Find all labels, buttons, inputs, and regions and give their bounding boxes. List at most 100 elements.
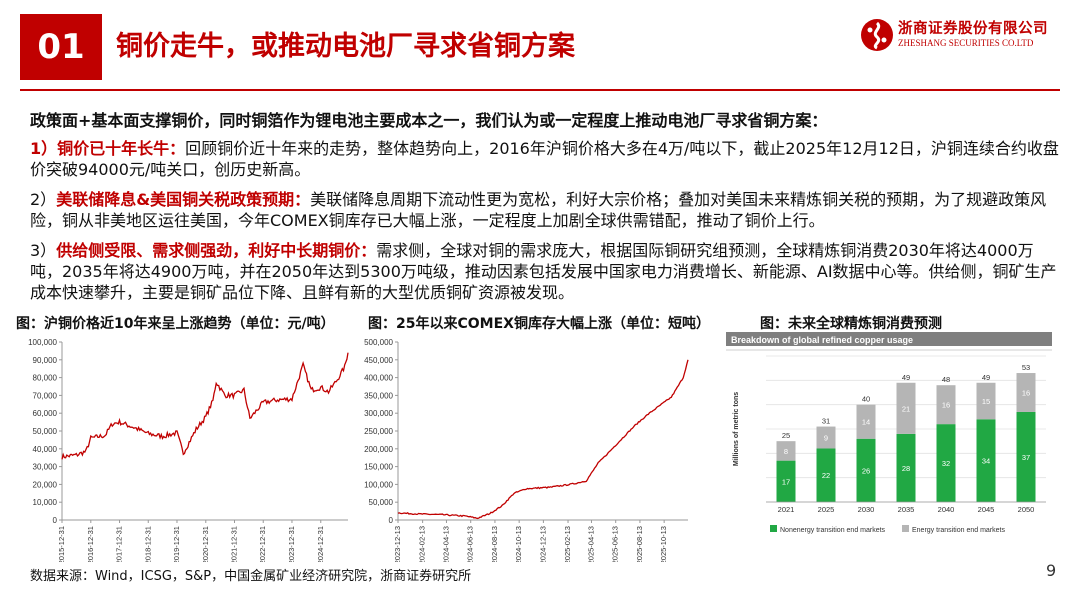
chart3-label-total: 31 xyxy=(822,417,830,426)
chart2-xtick-label: 2024-06-13 xyxy=(466,526,475,562)
chart3-label-nonenergy: 17 xyxy=(782,477,790,486)
chart1-ytick-label: 50,000 xyxy=(33,427,58,436)
chart1-xtick-label: 2016-12-31 xyxy=(86,526,95,562)
chart2-xtick-label: 2024-10-13 xyxy=(514,526,523,562)
chart3-legend-nonenergy: Nonenergy transition end markets xyxy=(780,527,886,534)
chart3-category-label: 2030 xyxy=(858,505,875,514)
logo-text-en: ZHESHANG SECURITIES CO.LTD xyxy=(898,38,1034,48)
global-copper-usage-chart: Breakdown of global refined copper usage… xyxy=(726,332,1052,534)
chart2-caption: 图：25年以来COMEX铜库存大幅上涨（单位：短吨） xyxy=(368,316,710,332)
chart2-xtick-label: 2025-06-13 xyxy=(611,526,620,562)
chart3-label-nonenergy: 37 xyxy=(1022,453,1030,462)
chart1-series-line xyxy=(61,352,349,460)
chart1-xtick-label: 2015-12-31 xyxy=(57,526,66,562)
chart3-bar-nonenergy xyxy=(856,438,876,502)
chart3-label-nonenergy: 26 xyxy=(862,466,870,475)
p3-prefix: 3） xyxy=(30,241,57,260)
chart3-bar-nonenergy xyxy=(896,433,916,502)
chart3-label-total: 48 xyxy=(942,375,950,384)
chart1-ytick-label: 80,000 xyxy=(33,374,58,383)
chart3-bar-energy xyxy=(776,441,796,461)
chart2-ytick-label: 150,000 xyxy=(364,463,393,472)
chart3-title-bar xyxy=(726,332,1052,346)
chart3-category-label: 2045 xyxy=(978,505,995,514)
chart2-ytick-label: 50,000 xyxy=(369,498,394,507)
chart3-bar-nonenergy xyxy=(816,448,836,502)
p3-text: 需求侧，全球对铜的需求庞大，根据国际铜研究组预测，全球精炼铜消费2030年将达4… xyxy=(30,241,1057,302)
comex-copper-inventory-chart: 0 50,000 100,000 150,000 200,000 250,000 300,0… xyxy=(364,338,689,562)
chart1-xtick-label: 2018-12-31 xyxy=(143,526,152,562)
chart1-xtick-label: 2020-12-31 xyxy=(201,526,210,562)
chart2-xtick-label: 2025-04-13 xyxy=(586,526,595,562)
chart2-xtick-label: 2024-08-13 xyxy=(490,526,499,562)
chart3-label-total: 49 xyxy=(902,373,910,382)
chart3-label-energy: 14 xyxy=(862,418,870,427)
chart3-label-total: 49 xyxy=(982,373,990,382)
chart3-label-nonenergy: 28 xyxy=(902,464,910,473)
chart3-bar-energy xyxy=(856,404,876,439)
chart1-ytick-label: 20,000 xyxy=(33,480,58,489)
chart1-ytick-label: 90,000 xyxy=(33,356,58,365)
chart3-label-total: 40 xyxy=(862,395,870,404)
zheshang-logo-icon xyxy=(861,19,893,51)
chart2-ytick-label: 500,000 xyxy=(364,338,393,347)
chart3-category-label: 2025 xyxy=(818,505,835,514)
p1-text: 回顾铜价近十年来的走势，整体趋势向上，2016年沪铜价格大多在4万/吨以下，截止… xyxy=(30,139,1059,179)
paragraph-3: 3）供给侧受限、需求侧强劲，利好中长期铜价：需求侧，全球对铜的需求庞大，根据国际… xyxy=(30,240,1060,303)
shfe-copper-price-chart: 0 10,000 20,000 30,000 40,000 50,000 60,000 70,… xyxy=(28,338,349,562)
chart1-xtick-label: 2021-12-31 xyxy=(230,526,239,562)
chart3-legend-energy: Energy transition end markets xyxy=(912,527,1005,534)
chart2-xtick-label: 2024-04-13 xyxy=(441,526,450,562)
chart1-xtick-label: 2017-12-31 xyxy=(115,526,124,562)
chart3-bar-energy xyxy=(976,382,996,420)
chart2-ytick-label: 350,000 xyxy=(364,391,393,400)
chart2-ytick-label: 100,000 xyxy=(364,480,393,489)
chart3-legend-swatch-nonenergy xyxy=(770,525,777,532)
chart3-label-energy: 16 xyxy=(942,401,950,410)
chart3-category-label: 2035 xyxy=(898,505,915,514)
chart3-caption: 图：未来全球精炼铜消费预测 xyxy=(760,316,942,332)
chart2-xtick-label: 2025-10-13 xyxy=(659,526,668,562)
chart3-bar-energy xyxy=(1016,373,1036,412)
chart1-ytick-label: 30,000 xyxy=(33,463,58,472)
p3-label: 供给侧受限、需求侧强劲，利好中长期铜价： xyxy=(56,241,377,260)
chart3-title: Breakdown of global refined copper usage xyxy=(731,335,913,345)
slide-header: 01 铜价走牛，或推动电池厂寻求省铜方案 浙商证券股份有限公司 ZHESHANG… xyxy=(0,0,1080,92)
chart3-label-nonenergy: 22 xyxy=(822,471,830,480)
chart2-ytick-label: 450,000 xyxy=(364,356,393,365)
chart2-ytick-label: 400,000 xyxy=(364,374,393,383)
chart3-label-energy: 9 xyxy=(824,434,828,443)
chart1-ytick-label: 0 xyxy=(53,516,58,525)
chart1-ytick-label: 40,000 xyxy=(33,445,58,454)
p2-label: 美联储降息&美国铜关税政策预期： xyxy=(56,190,311,209)
chart1-ytick-label: 60,000 xyxy=(33,409,58,418)
chart2-ytick-label: 250,000 xyxy=(364,427,393,436)
data-source: 数据来源：Wind，ICSG，S&P，中国金属矿业经济研究院，浙商证券研究所 xyxy=(30,569,472,584)
lead-paragraph: 政策面+基本面支撑铜价，同时铜箔作为锂电池主要成本之一，我们认为或一定程度上推动… xyxy=(30,111,828,130)
chart2-xtick-label: 2024-02-13 xyxy=(418,526,427,562)
chart2-series-line xyxy=(397,359,689,520)
chart3-category-label: 2021 xyxy=(778,505,795,514)
chart3-label-nonenergy: 34 xyxy=(982,457,990,466)
chart1-ytick-label: 100,000 xyxy=(28,338,57,347)
chart3-bar-energy xyxy=(816,426,836,449)
chart1-xtick-label: 2023-12-31 xyxy=(287,526,296,562)
chart1-ytick-label: 70,000 xyxy=(33,391,58,400)
company-logo: 浙商证券股份有限公司 ZHESHANG SECURITIES CO.LTD xyxy=(860,16,1060,56)
chart3-category-label: 2040 xyxy=(938,505,955,514)
chart3-bar-nonenergy xyxy=(776,460,796,502)
header-divider xyxy=(20,89,1060,91)
chart3-label-energy: 8 xyxy=(784,447,788,456)
chart2-xtick-label: 2025-02-13 xyxy=(563,526,572,562)
chart3-bar-energy xyxy=(896,382,916,434)
chart1-ytick-label: 10,000 xyxy=(33,498,58,507)
paragraph-1: 1）铜价已十年长牛：回顾铜价近十年来的走势，整体趋势向上，2016年沪铜价格大多… xyxy=(30,138,1060,180)
chart1-xtick-label: 2019-12-31 xyxy=(172,526,181,562)
chart3-label-total: 53 xyxy=(1022,363,1030,372)
chart3-label-total: 25 xyxy=(782,431,790,440)
p1-label: 1）铜价已十年长牛： xyxy=(30,139,186,158)
body-text: 政策面+基本面支撑铜价，同时铜箔作为锂电池主要成本之一，我们认为或一定程度上推动… xyxy=(30,110,1060,312)
chart2-ytick-label: 300,000 xyxy=(364,409,393,418)
chart2-xtick-label: 2024-12-13 xyxy=(538,526,547,562)
chart3-label-energy: 15 xyxy=(982,397,990,406)
